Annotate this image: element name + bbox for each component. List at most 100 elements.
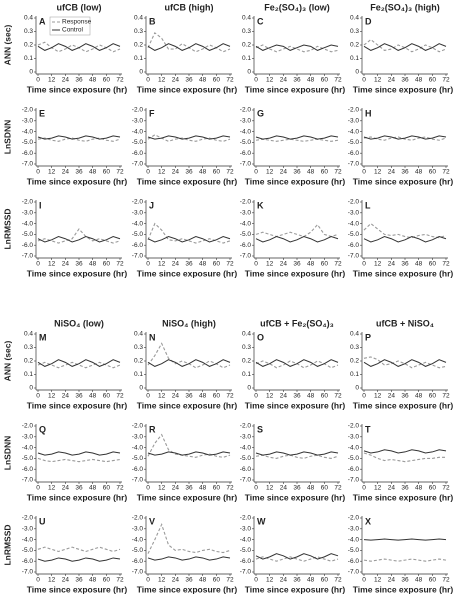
x-tick-label: 36 [185,261,193,268]
x-tick-label: 48 [307,77,315,84]
x-tick-label: 36 [293,261,301,268]
y-tick-label: -2.0 [348,515,360,522]
x-tick-label: 48 [89,485,97,492]
y-tick-label: 0.3 [134,344,143,351]
x-tick-label: 12 [158,77,166,84]
y-tick-label: -6.0 [348,558,360,565]
panel-title: Fe₂(SO₄)₃ (low) [264,2,329,12]
x-tick-label: 48 [307,485,315,492]
x-tick-label: 36 [293,169,301,176]
x-tick-label: 60 [429,77,437,84]
x-tick-label: 0 [254,393,258,400]
x-tick-label: 24 [280,577,288,584]
x-tick-label: 48 [89,577,97,584]
x-tick-label: 48 [199,577,207,584]
x-tick-label: 0 [254,261,258,268]
x-tick-label: 48 [307,393,315,400]
panel: NiSO₄ (low) M ANN (sec) Time since exposure… [2,318,127,410]
panel-letter: V [149,516,155,526]
y-tick-label: -2.0 [240,515,252,522]
panel-letter: D [365,16,372,26]
y-tick-label: -7.0 [22,569,34,576]
x-axis-label: Time since exposure (hr) [27,176,128,186]
y-tick-label: -5.0 [348,455,360,462]
y-tick-label: -4.0 [132,536,144,543]
y-tick-label: -7.0 [132,477,144,484]
series-line [37,546,121,553]
y-tick-label: -4.0 [132,220,144,227]
x-tick-label: 72 [442,169,450,176]
y-tick-label: -4.0 [22,128,34,135]
x-tick-label: 12 [266,485,274,492]
panel: Q LnSDNN Time since exposure (hr) -2.0 -3.0 -… [2,423,127,503]
y-tick-label: -6.0 [240,466,252,473]
y-tick-label: -2.0 [240,199,252,206]
series-line [147,222,231,244]
series-line [37,43,121,51]
panel-letter: U [39,516,46,526]
x-tick-label: 60 [213,485,221,492]
y-tick-label: -2.0 [240,423,252,430]
x-tick-label: 72 [442,577,450,584]
series-line [255,451,339,456]
panel-letter: E [39,108,45,118]
panel: W Time since exposure (hr) -2.0 -3.0 -4.0 -5.… [240,515,346,595]
x-tick-label: 36 [75,577,83,584]
series-line [147,359,231,367]
y-tick-label: 0 [247,385,251,392]
panel-title: ufCB (high) [165,2,214,12]
x-tick-label: 36 [401,577,409,584]
x-tick-label: 36 [401,169,409,176]
x-tick-label: 24 [388,261,396,268]
panel: G Time since exposure (hr) -2.0 -3.0 -4.0 -5.… [240,107,346,187]
x-tick-label: 36 [293,77,301,84]
y-tick-label: 0.1 [24,55,33,62]
y-tick-label: 0.1 [242,55,251,62]
x-tick-label: 60 [213,577,221,584]
x-axis-label: Time since exposure (hr) [27,268,128,278]
x-tick-label: 12 [158,393,166,400]
y-tick-label: 0.4 [350,331,359,338]
y-tick-label: -4.0 [22,444,34,451]
panel: I LnRMSSD Time since exposure (hr) -2.0 -3.0… [2,199,127,279]
y-tick-label: 0.2 [350,358,359,365]
panel: R Time since exposure (hr) -2.0 -3.0 -4.0 -5.… [132,423,238,503]
panel-letter: J [149,200,154,210]
y-tick-label: 0.2 [242,42,251,49]
x-tick-label: 72 [334,485,342,492]
y-tick-label: 0.3 [134,28,143,35]
x-axis-label: Time since exposure (hr) [245,268,346,278]
y-tick-label: -4.0 [348,536,360,543]
y-tick-label: -5.0 [22,139,34,146]
x-tick-label: 72 [116,77,124,84]
series-line [147,556,231,561]
x-tick-label: 48 [307,169,315,176]
series-line [255,223,339,238]
x-tick-label: 72 [116,485,124,492]
x-tick-label: 0 [254,485,258,492]
y-tick-label: -3.0 [22,210,34,217]
y-tick-label: -4.0 [240,536,252,543]
y-tick-label: -2.0 [132,107,144,114]
y-tick-label: -3.0 [22,118,34,125]
x-axis-label: Time since exposure (hr) [137,584,238,594]
x-tick-label: 0 [254,169,258,176]
y-tick-label: -7.0 [240,477,252,484]
y-tick-label: 0.1 [134,55,143,62]
y-tick-label: 0 [139,385,143,392]
series-line [255,44,339,51]
x-tick-label: 60 [213,261,221,268]
y-tick-label: 0.4 [134,331,143,338]
y-tick-label: -2.0 [240,107,252,114]
x-tick-label: 48 [415,485,423,492]
x-tick-label: 36 [185,485,193,492]
y-tick-label: -4.0 [240,444,252,451]
series-line [37,451,121,456]
panel-letter: W [257,516,266,526]
y-tick-label: -3.0 [348,210,360,217]
y-tick-label: -6.0 [240,242,252,249]
y-tick-label: -2.0 [132,515,144,522]
y-tick-label: -2.0 [348,107,360,114]
x-tick-label: 24 [280,485,288,492]
x-tick-label: 60 [321,261,329,268]
